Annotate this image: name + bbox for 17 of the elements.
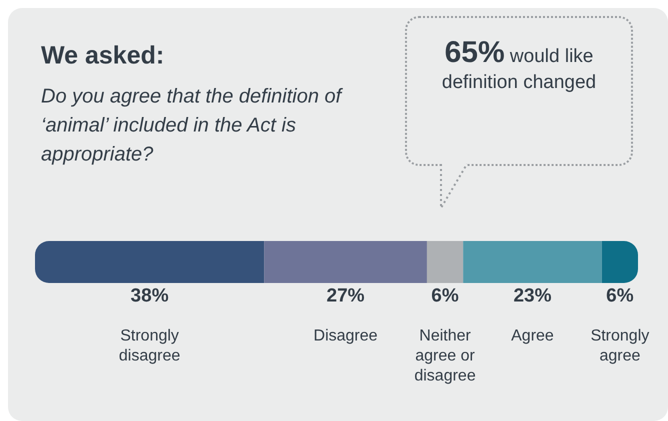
bar xyxy=(426,241,464,283)
text: Neither agree or disagree xyxy=(414,328,476,384)
data-label: 6% xyxy=(606,286,634,306)
data-label: 38% xyxy=(130,286,169,306)
data-label: 27% xyxy=(326,286,365,306)
bar xyxy=(463,241,602,283)
bar xyxy=(602,241,638,283)
chart-subtitle: Do you agree that the definition of ‘animal’ included in the Act is appropriate? xyxy=(41,86,347,166)
text: Strongly agree xyxy=(590,328,650,364)
bar xyxy=(35,241,264,283)
data-label: 23% xyxy=(513,286,552,306)
bar xyxy=(264,241,427,283)
data-label: 6% xyxy=(431,286,459,306)
chart-title: We asked: xyxy=(41,42,164,70)
text: Agree xyxy=(511,328,554,344)
text: Disagree xyxy=(314,328,378,344)
text: Strongly disagree xyxy=(118,328,180,364)
